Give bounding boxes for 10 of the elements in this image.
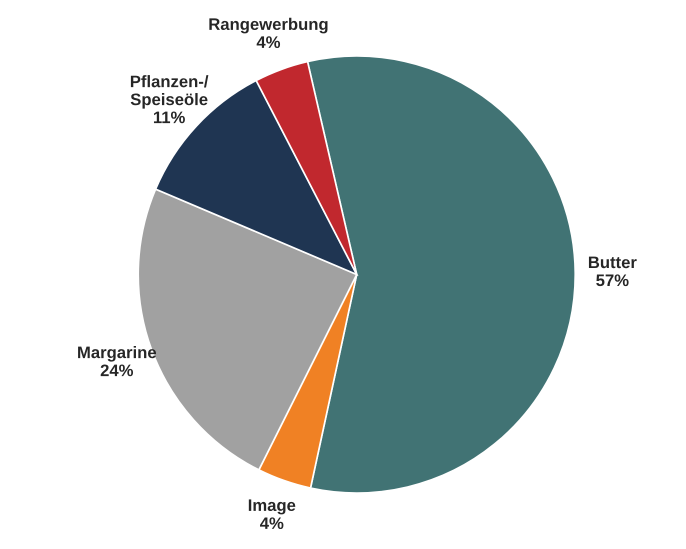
slice-label: Margarine [78,346,156,362]
slice-label: Butter [588,256,637,268]
slice-label: Pflanzen-/ Speiseöle [130,75,208,109]
data-label: 4% [260,517,284,530]
data-label: 57% [596,274,629,286]
data-label: 11% [154,111,185,124]
slice-label: Image [248,499,296,514]
data-label: 24% [100,364,134,376]
data-label: 4% [256,36,280,48]
slice-label: Rangewerbung [209,18,328,34]
